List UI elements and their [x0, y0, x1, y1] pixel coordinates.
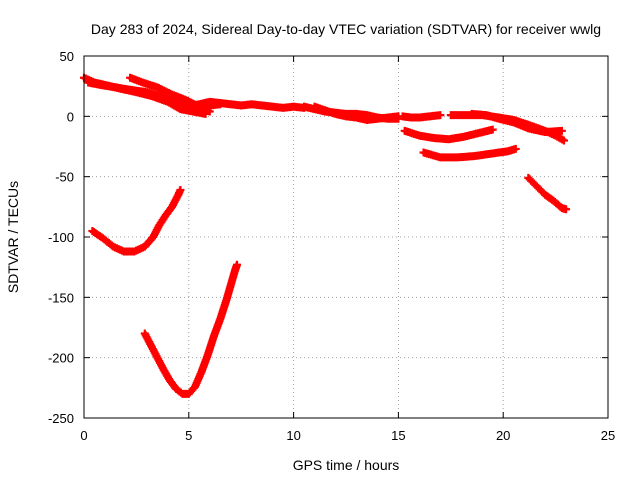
x-axis-label: GPS time / hours: [293, 457, 400, 473]
series-track-14: [140, 260, 242, 398]
x-tick-label: 10: [286, 428, 300, 443]
series-track-11: [467, 109, 566, 137]
x-tick-label: 5: [185, 428, 192, 443]
series-track-4: [111, 83, 210, 118]
y-tick-label: -50: [55, 170, 74, 185]
series-track-7: [398, 111, 445, 122]
y-tick-label: -100: [48, 230, 74, 245]
y-tick-label: 50: [60, 49, 74, 64]
y-tick-label: 0: [67, 109, 74, 124]
series-track-8: [400, 125, 497, 144]
data-point-markers: [88, 185, 185, 256]
data-point-markers: [126, 73, 214, 116]
series-track-12: [524, 173, 571, 214]
data-marks: [80, 73, 571, 398]
data-point-markers: [140, 260, 242, 398]
data-point-markers: [419, 144, 520, 162]
data-point-markers: [398, 111, 445, 122]
x-tick-label: 0: [80, 428, 87, 443]
series-track-9: [419, 144, 520, 162]
series-track-6: [310, 102, 403, 124]
data-point-markers: [467, 109, 566, 137]
data-point-markers: [524, 173, 571, 214]
x-tick-label: 20: [496, 428, 510, 443]
y-tick-label: -150: [48, 290, 74, 305]
y-tick-label: -250: [48, 411, 74, 426]
data-point-markers: [310, 102, 403, 124]
series-track-3: [126, 73, 214, 116]
series-track-13: [88, 185, 185, 256]
data-point-markers: [111, 83, 210, 118]
x-tick-label: 25: [601, 428, 615, 443]
chart-title: Day 283 of 2024, Sidereal Day-to-day VTE…: [91, 21, 601, 37]
data-point-markers: [400, 125, 497, 144]
y-axis-label: SDTVAR / TECUs: [5, 181, 21, 293]
y-tick-label: -200: [48, 351, 74, 366]
axis-ticks: 0 5 10 15 20 25 -250 -200 -150 -100 -50 0 50: [48, 49, 615, 443]
x-tick-label: 15: [391, 428, 405, 443]
